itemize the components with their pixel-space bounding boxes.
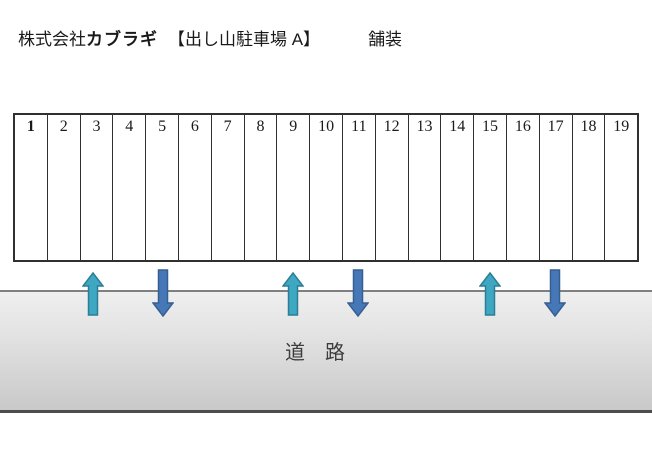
parking-space-9: 9 bbox=[276, 115, 309, 260]
road-band: 道 路 bbox=[0, 290, 652, 413]
parking-space-18: 18 bbox=[571, 115, 605, 260]
road-label: 道 路 bbox=[285, 342, 345, 364]
parking-space-17: 17 bbox=[538, 115, 572, 260]
parking-space-16: 16 bbox=[505, 115, 539, 260]
parking-space-11: 11 bbox=[341, 115, 375, 260]
up-arrow-icon bbox=[82, 272, 104, 316]
down-arrow-icon bbox=[152, 269, 174, 317]
parking-space-19: 19 bbox=[604, 115, 637, 260]
page-title: 株式会社カブラギ 【出し山駐車場 A】 舗装 bbox=[18, 28, 402, 52]
parking-space-7: 7 bbox=[210, 115, 244, 260]
company-brand-name: カブラギ bbox=[86, 30, 158, 49]
parking-space-13: 13 bbox=[407, 115, 441, 260]
parking-space-table: 1 2 3 4 5 6 7 8 9 10 11 12 13 14 15 16 1… bbox=[13, 113, 639, 262]
parking-space-10: 10 bbox=[309, 115, 342, 260]
parking-space-1: 1 bbox=[26, 118, 35, 135]
parking-space-5: 5 bbox=[145, 115, 178, 260]
parking-space-2: 2 bbox=[46, 115, 80, 260]
down-arrow-icon bbox=[544, 269, 566, 317]
up-arrow-icon bbox=[479, 272, 501, 316]
parking-space-14: 14 bbox=[440, 115, 473, 260]
parking-space-4: 4 bbox=[112, 115, 145, 260]
parking-space-12: 12 bbox=[374, 115, 408, 260]
company-name: 株式会社 bbox=[18, 30, 86, 49]
down-arrow-icon bbox=[347, 269, 369, 317]
lot-name: 【出し山駐車場 A】 bbox=[168, 30, 321, 49]
up-arrow-icon bbox=[282, 272, 304, 316]
work-type-label: 舗装 bbox=[368, 30, 403, 49]
parking-space-6: 6 bbox=[177, 115, 211, 260]
parking-space-3: 3 bbox=[79, 115, 113, 260]
parking-space-8: 8 bbox=[243, 115, 277, 260]
parking-space-15: 15 bbox=[473, 115, 506, 260]
